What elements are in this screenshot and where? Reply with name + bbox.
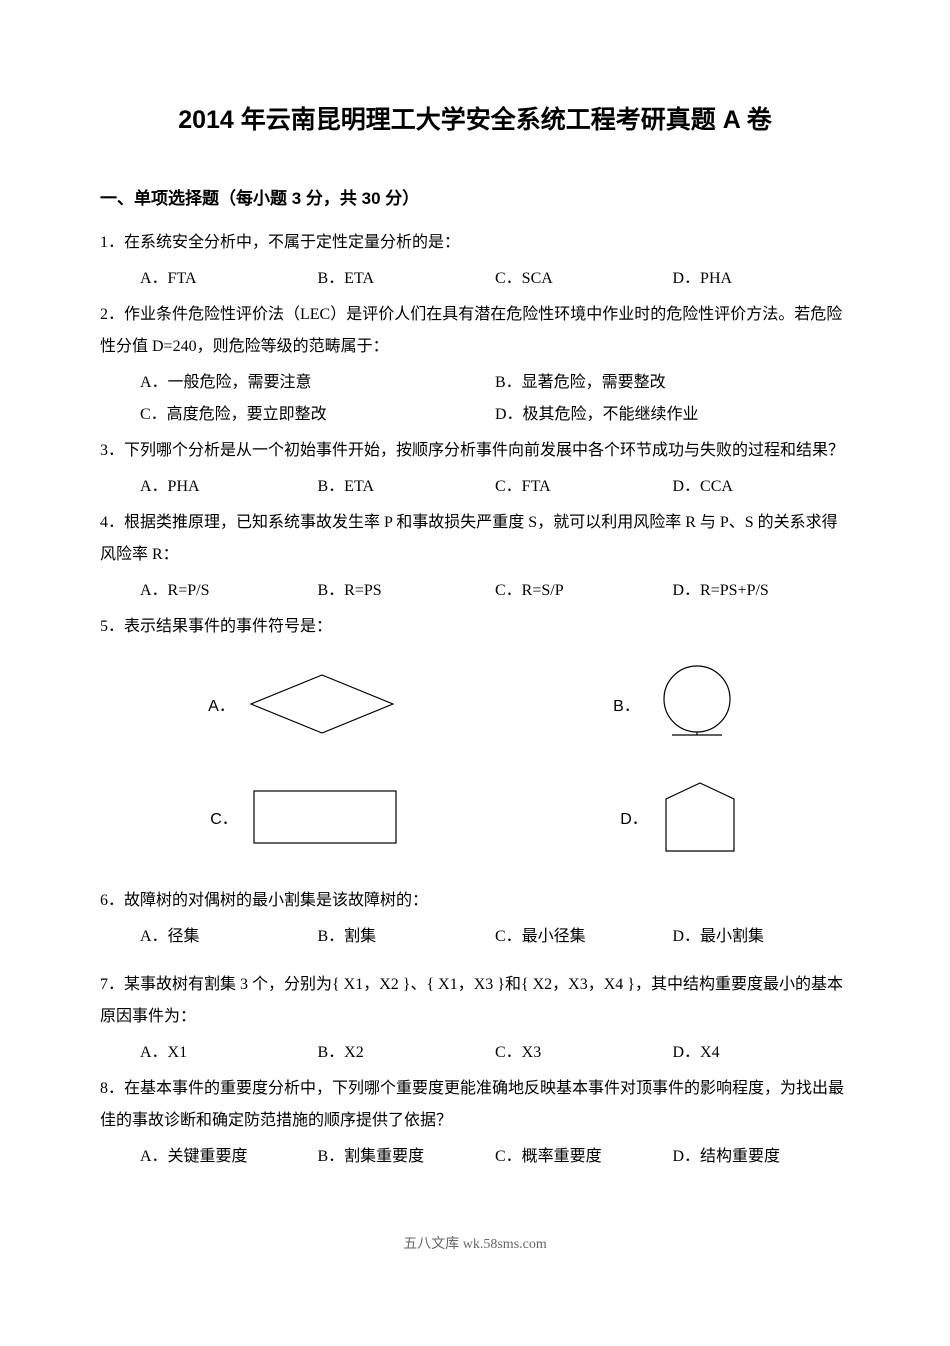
q6-option-b: B．割集 [318, 921, 496, 953]
q5-option-a-item: A． [208, 671, 397, 737]
q6-stem: 6．故障树的对偶树的最小割集是该故障树的： [100, 885, 850, 917]
q4-option-a: A．R=P/S [140, 575, 318, 607]
rect-icon [250, 787, 400, 847]
q3-options: A．PHA B．ETA C．FTA D．CCA [100, 471, 850, 503]
section-heading: 一、单项选择题（每小题 3 分，共 30 分） [100, 184, 850, 209]
q3-option-b: B．ETA [318, 471, 496, 503]
q2-option-c: C．高度危险，要立即整改 [140, 399, 495, 431]
q5-option-d-item: D． [620, 779, 740, 855]
q2-option-d: D．极其危险，不能继续作业 [495, 399, 850, 431]
diamond-icon [247, 671, 397, 737]
q4-option-b: B．R=PS [318, 575, 496, 607]
q7-option-b: B．X2 [318, 1037, 496, 1069]
q3-stem: 3．下列哪个分析是从一个初始事件开始，按顺序分析事件向前发展中各个环节成功与失败… [100, 435, 850, 467]
q1-options: A．FTA B．ETA C．SCA D．PHA [100, 263, 850, 295]
q2-option-b: B．显著危险，需要整改 [495, 367, 850, 399]
q7-option-d: D．X4 [673, 1037, 851, 1069]
q2-stem: 2．作业条件危险性评价法（LEC）是评价人们在具有潜在危险性环境中作业时的危险性… [100, 299, 850, 363]
footer-text: 五八文库 wk.58sms.com [100, 1233, 850, 1253]
q5-option-b-item: B． [613, 659, 742, 749]
house-icon [660, 779, 740, 855]
q5-shapes-row1: A． B． [100, 659, 850, 749]
q5-stem: 5．表示结果事件的事件符号是： [100, 611, 850, 643]
q1-stem: 1．在系统安全分析中，不属于定性定量分析的是： [100, 227, 850, 259]
q5-shapes-row2: C． D． [100, 779, 850, 855]
q8-option-a: A．关键重要度 [140, 1141, 318, 1173]
q4-option-d: D．R=PS+P/S [673, 575, 851, 607]
q5-label-c: C． [210, 805, 238, 829]
q1-option-d: D．PHA [673, 263, 851, 295]
q6-option-a: A．径集 [140, 921, 318, 953]
circle-transfer-icon [652, 659, 742, 749]
q1-option-c: C．SCA [495, 263, 673, 295]
q5-label-a: A． [208, 692, 235, 716]
page-title: 2014 年云南昆明理工大学安全系统工程考研真题 A 卷 [100, 100, 850, 136]
q8-stem: 8．在基本事件的重要度分析中，下列哪个重要度更能准确地反映基本事件对顶事件的影响… [100, 1073, 850, 1137]
q8-option-d: D．结构重要度 [673, 1141, 851, 1173]
q7-option-a: A．X1 [140, 1037, 318, 1069]
q6-option-d: D．最小割集 [673, 921, 851, 953]
q8-options: A．关键重要度 B．割集重要度 C．概率重要度 D．结构重要度 [100, 1141, 850, 1173]
q8-option-c: C．概率重要度 [495, 1141, 673, 1173]
q8-option-b: B．割集重要度 [318, 1141, 496, 1173]
q4-option-c: C．R=S/P [495, 575, 673, 607]
q2-option-a: A．一般危险，需要注意 [140, 367, 495, 399]
q7-options: A．X1 B．X2 C．X3 D．X4 [100, 1037, 850, 1069]
q5-label-d: D． [620, 805, 648, 829]
q1-option-b: B．ETA [318, 263, 496, 295]
q3-option-a: A．PHA [140, 471, 318, 503]
q3-option-c: C．FTA [495, 471, 673, 503]
q5-label-b: B． [613, 692, 640, 716]
q2-options: A．一般危险，需要注意 B．显著危险，需要整改 C．高度危险，要立即整改 D．极… [100, 367, 850, 431]
q4-stem: 4．根据类推原理，已知系统事故发生率 P 和事故损失严重度 S，就可以利用风险率… [100, 507, 850, 571]
q6-option-c: C．最小径集 [495, 921, 673, 953]
q6-options: A．径集 B．割集 C．最小径集 D．最小割集 [100, 921, 850, 953]
q5-option-c-item: C． [210, 787, 400, 847]
q7-option-c: C．X3 [495, 1037, 673, 1069]
q3-option-d: D．CCA [673, 471, 851, 503]
q1-option-a: A．FTA [140, 263, 318, 295]
q4-options: A．R=P/S B．R=PS C．R=S/P D．R=PS+P/S [100, 575, 850, 607]
q7-stem: 7．某事故树有割集 3 个，分别为{ X1，X2 }、{ X1，X3 }和{ X… [100, 969, 850, 1033]
